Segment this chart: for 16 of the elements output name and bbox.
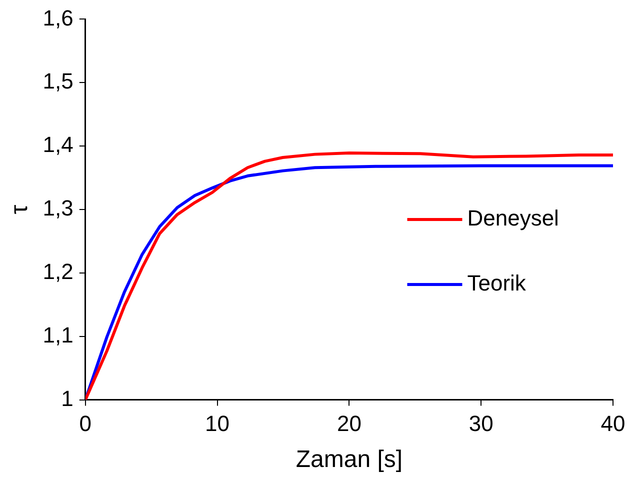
y-tick-label: 1,5 — [42, 68, 74, 94]
x-tick-label: 30 — [468, 411, 494, 436]
legend-label: Teorik — [467, 270, 527, 296]
x-tick-label: 10 — [205, 411, 230, 436]
y-tick-label: 1,3 — [42, 196, 74, 221]
x-tick-label: 0 — [79, 411, 92, 436]
y-tick-label: 1,4 — [42, 132, 74, 158]
y-tick-label: 1 — [61, 386, 74, 411]
legend-label: Deneysel — [467, 206, 559, 231]
y-tick-label: 1,6 — [42, 5, 74, 30]
x-axis-title: Zaman [s] — [296, 446, 403, 474]
y-axis-title: τ — [6, 204, 34, 214]
y-tick-label: 1,2 — [42, 258, 74, 284]
x-tick-label: 20 — [336, 411, 362, 436]
y-tick-label: 1,1 — [42, 322, 74, 348]
x-tick-label: 40 — [600, 411, 626, 436]
